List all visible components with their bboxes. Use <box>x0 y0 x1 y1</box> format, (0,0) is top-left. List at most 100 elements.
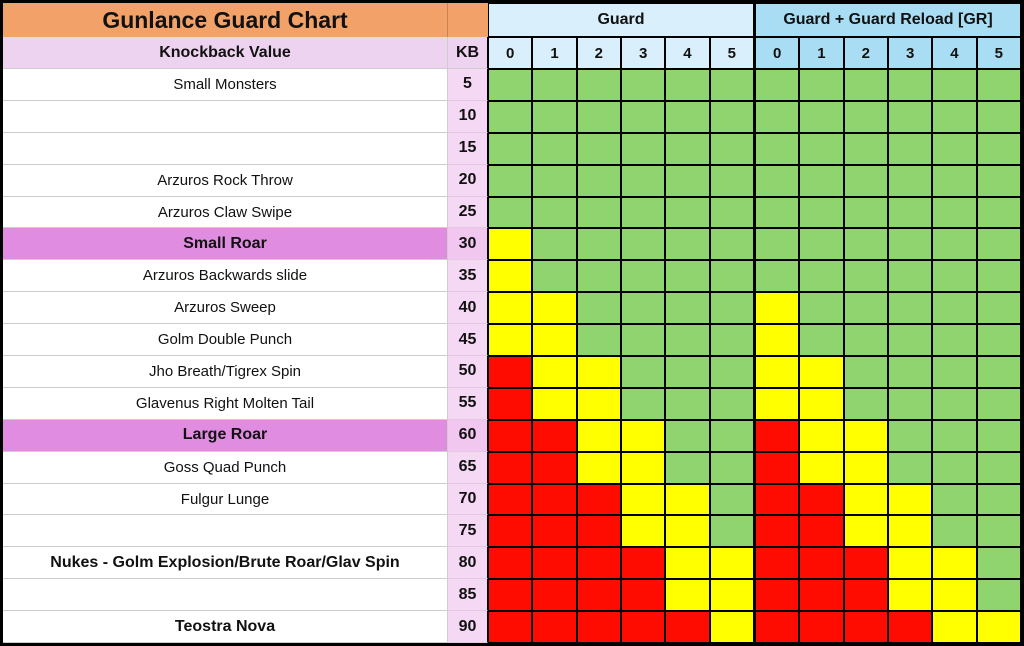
grid-cell <box>488 579 533 612</box>
grid-cell <box>709 419 754 452</box>
grid-cell <box>887 132 933 165</box>
grid-cell <box>532 451 577 484</box>
grid-cell <box>799 196 844 229</box>
grid-cell <box>799 451 844 484</box>
grid-cell <box>709 228 754 261</box>
kb-value: 55 <box>448 387 488 420</box>
attack-name-label: Arzuros Backwards slide <box>3 260 448 293</box>
grid-cell <box>665 228 710 261</box>
grid-cell <box>976 100 1021 133</box>
grid-cell <box>665 132 710 165</box>
grid-cell <box>488 451 533 484</box>
gr-col-header-0: 0 <box>753 37 800 69</box>
table-row: Jho Breath/Tigrex Spin 50 <box>3 356 1021 388</box>
table-row: Golm Double Punch 45 <box>3 324 1021 357</box>
grid-cell <box>976 356 1021 388</box>
grid-cell <box>843 515 888 548</box>
grid-cell <box>887 164 933 197</box>
grid-cell <box>665 164 710 197</box>
grid-cell <box>532 196 577 229</box>
kb-value: 30 <box>448 228 488 261</box>
grid-cell <box>843 451 888 484</box>
grid-cell <box>887 419 933 452</box>
grid-cell <box>843 579 888 612</box>
grid-cell <box>620 547 666 580</box>
grid-cell <box>576 164 621 197</box>
grid-cell <box>932 100 977 133</box>
attack-name-label: Arzuros Sweep <box>3 292 448 325</box>
grid-cell <box>843 387 888 420</box>
grid-cell <box>576 100 621 133</box>
page-title: Gunlance Guard Chart <box>3 3 448 37</box>
grid-cell <box>709 611 754 644</box>
grid-cell <box>887 387 933 420</box>
kb-value: 85 <box>448 579 488 612</box>
grid-cell <box>620 292 666 325</box>
grid-cell <box>488 356 533 388</box>
grid-cell <box>709 196 754 229</box>
grid-cell <box>799 100 844 133</box>
grid-cell <box>532 611 577 644</box>
grid-cell <box>620 196 666 229</box>
grid-cell <box>665 100 710 133</box>
grid-cell <box>488 260 533 293</box>
table-row: Small Monsters 5 <box>3 69 1021 101</box>
grid-cell <box>887 292 933 325</box>
grid-cell <box>665 515 710 548</box>
grid-cell <box>665 451 710 484</box>
grid-cell <box>932 292 977 325</box>
grid-cell <box>665 483 710 516</box>
grid-cell <box>576 483 621 516</box>
grid-cell <box>709 164 754 197</box>
grid-cell <box>620 260 666 293</box>
grid-cell <box>488 515 533 548</box>
grid-cell <box>799 228 844 261</box>
grid-cell <box>576 419 621 452</box>
grid-cell <box>799 419 844 452</box>
grid-cell <box>976 69 1021 101</box>
grid-cell <box>488 419 533 452</box>
grid-cell <box>976 132 1021 165</box>
grid-cell <box>488 387 533 420</box>
grid-cell <box>799 483 844 516</box>
attack-name-label: Golm Double Punch <box>3 324 448 357</box>
grid-cell <box>576 611 621 644</box>
grid-cell <box>976 387 1021 420</box>
grid-cell <box>799 356 844 388</box>
attack-name-label: Teostra Nova <box>3 611 448 644</box>
table-row: Goss Quad Punch 65 <box>3 451 1021 484</box>
grid-cell <box>843 547 888 580</box>
grid-cell <box>665 196 710 229</box>
grid-cell <box>576 387 621 420</box>
grid-cell <box>753 356 800 388</box>
grid-cell <box>753 324 800 357</box>
grid-cell <box>488 196 533 229</box>
grid-cell <box>665 387 710 420</box>
grid-cell <box>488 164 533 197</box>
grid-cell <box>620 451 666 484</box>
grid-cell <box>709 69 754 101</box>
grid-cell <box>976 228 1021 261</box>
grid-cell <box>887 579 933 612</box>
grid-cell <box>665 324 710 357</box>
grid-cell <box>976 579 1021 612</box>
grid-cell <box>932 69 977 101</box>
attack-name-label: Large Roar <box>3 419 448 452</box>
gr-col-header-1: 1 <box>799 37 844 69</box>
grid-cell <box>709 387 754 420</box>
table-row: Nukes - Golm Explosion/Brute Roar/Glav S… <box>3 547 1021 580</box>
guard-col-header-5: 5 <box>709 37 754 69</box>
grid-cell <box>665 260 710 293</box>
grid-cell <box>576 451 621 484</box>
grid-cell <box>576 69 621 101</box>
table-row: 75 <box>3 515 1021 548</box>
grid-cell <box>932 132 977 165</box>
kb-column-header: KB <box>448 37 488 69</box>
grid-cell <box>753 579 800 612</box>
grid-cell <box>620 515 666 548</box>
grid-cell <box>976 324 1021 357</box>
grid-cell <box>753 69 800 101</box>
grid-cell <box>843 100 888 133</box>
grid-cell <box>887 515 933 548</box>
